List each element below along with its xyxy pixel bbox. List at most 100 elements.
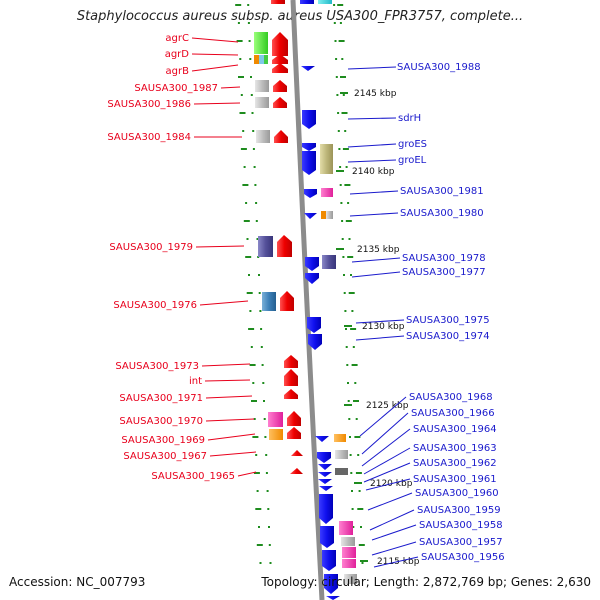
gene-label-1969[interactable]: SAUSA300_1969: [121, 435, 205, 446]
gene-arrow-1959[interactable]: [320, 526, 334, 548]
gene-arrow-1960[interactable]: [319, 494, 333, 524]
gene-arrow-1977[interactable]: [305, 273, 319, 284]
gene-label-1962[interactable]: SAUSA300_1962: [413, 458, 497, 469]
gene-arrow-1957[interactable]: [322, 550, 336, 571]
gene-feature[interactable]: [342, 559, 356, 568]
gene-label-sdrH[interactable]: sdrH: [398, 113, 421, 124]
gene-label-1986[interactable]: SAUSA300_1986: [107, 99, 191, 110]
gene-arrow-1973[interactable]: [284, 355, 298, 368]
gene-label-1968[interactable]: SAUSA300_1968: [409, 392, 493, 403]
gene-arrow-agrA[interactable]: [272, 32, 288, 56]
gene-arrow-1956[interactable]: [324, 574, 338, 594]
gene-arrow[interactable]: [287, 411, 301, 426]
gene-feature-1987[interactable]: [255, 80, 269, 92]
gene-arrow-1968[interactable]: [315, 436, 329, 442]
gene-label-groEL[interactable]: groEL: [398, 155, 427, 166]
gene-label-groES[interactable]: groES: [398, 139, 427, 150]
gene-feature[interactable]: [342, 547, 356, 558]
gene-arrow[interactable]: [326, 596, 340, 600]
gene-arrow-1975[interactable]: [307, 317, 321, 333]
gene-label-1978[interactable]: SAUSA300_1978: [402, 253, 486, 264]
gene-label-1958[interactable]: SAUSA300_1958: [419, 520, 503, 531]
gene-feature[interactable]: [318, 0, 332, 4]
gene-feature[interactable]: [344, 574, 357, 584]
gene-label-1976[interactable]: SAUSA300_1976: [113, 300, 197, 311]
gene-arrow[interactable]: [272, 63, 288, 73]
gene-label-1967[interactable]: SAUSA300_1967: [123, 451, 207, 462]
gene-arrow[interactable]: [274, 130, 288, 143]
gene-label-1984[interactable]: SAUSA300_1984: [107, 132, 191, 143]
gene-arrow-1963[interactable]: [318, 472, 332, 477]
gene-label-agrB[interactable]: agrB: [166, 66, 190, 77]
gene-arrow[interactable]: [273, 97, 287, 108]
gene-feature-1976[interactable]: [262, 292, 276, 311]
gene-feature-agrC[interactable]: [254, 32, 268, 54]
gene-label-1977[interactable]: SAUSA300_1977: [402, 267, 486, 278]
gene-label-1964[interactable]: SAUSA300_1964: [413, 424, 497, 435]
gene-label-1956[interactable]: SAUSA300_1956: [421, 552, 505, 563]
gene-arrow-1971[interactable]: [284, 389, 298, 399]
gene-feature[interactable]: [321, 211, 326, 219]
gene-label-1966[interactable]: SAUSA300_1966: [411, 408, 495, 419]
gene-feature[interactable]: [321, 188, 333, 197]
gene-label-1987[interactable]: SAUSA300_1987: [134, 83, 218, 94]
gene-arrow-groEL[interactable]: [302, 151, 316, 175]
gene-feature[interactable]: [320, 144, 333, 174]
gene-arrow-1974[interactable]: [308, 334, 322, 350]
gene-label-1981[interactable]: SAUSA300_1981: [400, 186, 484, 197]
gene-feature[interactable]: [335, 468, 348, 475]
gene-arrow-1961[interactable]: [319, 486, 333, 491]
gene-feature[interactable]: [322, 255, 336, 269]
gene-arrow-1966[interactable]: [317, 452, 331, 463]
gene-label-1973[interactable]: SAUSA300_1973: [115, 361, 199, 372]
gene-feature[interactable]: [339, 521, 353, 535]
gene-label-1957[interactable]: SAUSA300_1957: [419, 537, 503, 548]
gene-feature[interactable]: [271, 0, 285, 4]
gene-feature[interactable]: [334, 434, 346, 442]
gene-label-1974[interactable]: SAUSA300_1974: [406, 331, 490, 342]
gene-feature[interactable]: [300, 0, 314, 4]
gene-arrow-int[interactable]: [284, 369, 298, 386]
gene-label-1980[interactable]: SAUSA300_1980: [400, 208, 484, 219]
gene-label-agrD[interactable]: agrD: [165, 49, 190, 60]
gene-arrow-1965[interactable]: [290, 468, 303, 474]
gene-arrow[interactable]: [277, 235, 292, 257]
gene-feature-agrD[interactable]: [254, 55, 259, 64]
gene-arrow-1962[interactable]: [318, 479, 332, 484]
gene-arrow[interactable]: [272, 54, 288, 64]
gene-arrow[interactable]: [287, 427, 301, 439]
gene-feature-1984[interactable]: [256, 130, 270, 143]
gene-feature[interactable]: [335, 450, 348, 459]
gene-arrow[interactable]: [280, 291, 294, 311]
leader-line: [199, 300, 249, 306]
gene-arrow-1967[interactable]: [291, 450, 303, 456]
gene-feature-1986[interactable]: [255, 97, 269, 108]
gene-arrow-1988[interactable]: [301, 66, 315, 71]
gene-label-agrC[interactable]: agrC: [165, 33, 189, 44]
gene-arrow-1964[interactable]: [318, 464, 332, 470]
gene-label-1988[interactable]: SAUSA300_1988: [397, 62, 481, 73]
gene-arrow-1978[interactable]: [305, 257, 319, 271]
gene-label-1963[interactable]: SAUSA300_1963: [413, 443, 497, 454]
gene-feature[interactable]: [341, 537, 355, 546]
gene-label-1965[interactable]: SAUSA300_1965: [151, 471, 235, 482]
gene-label-1970[interactable]: SAUSA300_1970: [119, 416, 203, 427]
gene-feature-1979[interactable]: [258, 236, 273, 257]
gene-label-1975[interactable]: SAUSA300_1975: [406, 315, 490, 326]
gene-label-1961[interactable]: SAUSA300_1961: [413, 474, 497, 485]
gene-arrow-groES[interactable]: [302, 143, 316, 151]
gene-arrow-1981[interactable]: [304, 189, 317, 198]
gene-feature-agrD[interactable]: [259, 55, 264, 64]
gene-feature[interactable]: [326, 211, 333, 219]
gene-label-1960[interactable]: SAUSA300_1960: [415, 488, 499, 499]
gene-label-1971[interactable]: SAUSA300_1971: [119, 393, 203, 404]
gene-arrow[interactable]: [273, 80, 287, 92]
gene-arrow-sdrH[interactable]: [302, 110, 316, 129]
gene-feature-1969[interactable]: [269, 429, 283, 440]
gene-label-1979[interactable]: SAUSA300_1979: [109, 242, 193, 253]
gene-feature-1970[interactable]: [268, 412, 283, 427]
gene-label-int[interactable]: int: [189, 376, 202, 387]
gene-feature-agrD[interactable]: [264, 55, 268, 64]
gene-arrow-1980[interactable]: [304, 213, 317, 219]
gene-label-1959[interactable]: SAUSA300_1959: [417, 505, 501, 516]
